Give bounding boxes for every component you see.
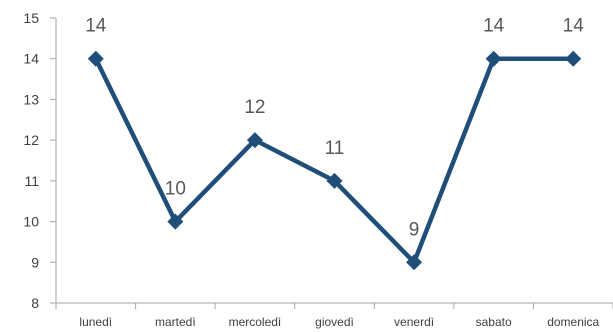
- y-tick-label: 15: [23, 10, 39, 26]
- y-tick-label: 9: [31, 254, 39, 270]
- y-tick-label: 10: [23, 214, 39, 230]
- data-label: 11: [325, 138, 345, 159]
- data-point: [565, 50, 582, 67]
- data-point: [406, 254, 423, 271]
- series-line: [93, 56, 574, 265]
- data-label: 14: [563, 16, 585, 37]
- series-layer: [87, 50, 582, 271]
- x-tick-label: lunedì: [79, 315, 112, 329]
- x-tick-label: giovedì: [315, 315, 354, 329]
- y-tick-label: 8: [31, 295, 39, 311]
- x-tick-label: venerdì: [394, 315, 434, 329]
- x-tick-label: sabato: [476, 315, 512, 329]
- data-point: [485, 50, 502, 67]
- data-labels: 14 10 12 11 9 14 14: [85, 16, 584, 241]
- data-label: 10: [165, 179, 186, 200]
- data-label: 14: [483, 16, 505, 37]
- axes: 8 9 10 11 12 13 14 15 lunedì martedì mercoledì giov…: [23, 10, 613, 329]
- data-point: [167, 213, 184, 230]
- data-point: [87, 50, 104, 67]
- data-label: 14: [85, 16, 107, 37]
- y-tick-label: 12: [23, 132, 39, 148]
- y-tick-label: 14: [23, 51, 39, 67]
- y-tick-label: 13: [23, 91, 39, 107]
- data-label: 12: [244, 97, 265, 118]
- data-point: [246, 132, 263, 149]
- x-tick-label: martedì: [155, 315, 196, 329]
- y-tick-label: 11: [24, 173, 39, 189]
- data-point: [326, 172, 343, 189]
- x-tick-label: domenica: [547, 315, 599, 329]
- x-tick-label: mercoledì: [229, 315, 282, 329]
- data-label: 9: [409, 219, 420, 240]
